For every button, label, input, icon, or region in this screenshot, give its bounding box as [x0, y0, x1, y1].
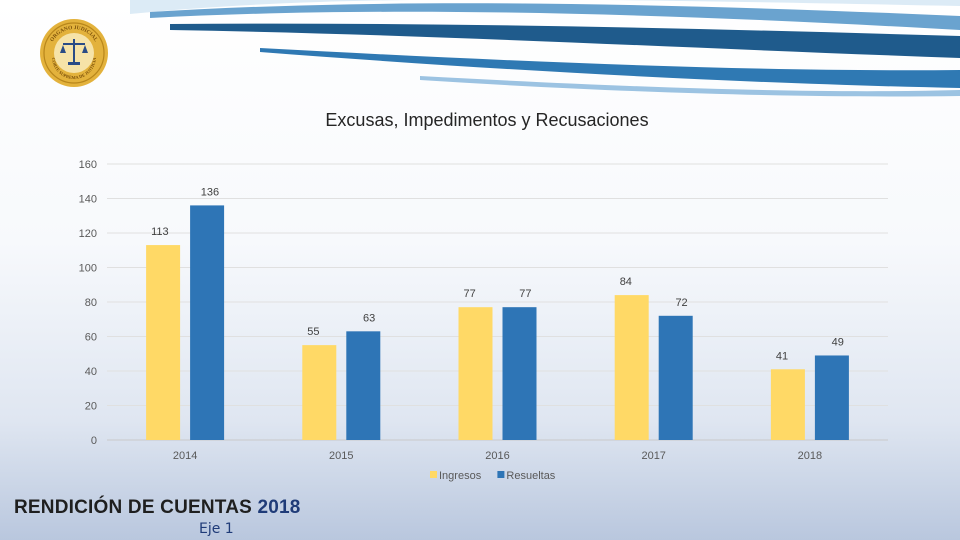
- data-label: 77: [519, 288, 531, 300]
- bar-resueltas-2018: [814, 355, 849, 440]
- bar-ingresos-2014: [146, 245, 181, 440]
- bar-resueltas-2016: [502, 307, 537, 440]
- bar-ingresos-2017: [614, 295, 649, 440]
- court-seal-logo: ORGANO JUDICIAL CORTE SUPREMA DE JUSTICI…: [40, 19, 108, 87]
- bar-ingresos-2016: [458, 307, 493, 440]
- x-tick-label: 2017: [641, 450, 665, 462]
- data-label: 77: [464, 288, 476, 300]
- data-label: 113: [151, 226, 169, 238]
- y-tick-label: 80: [85, 297, 97, 309]
- y-tick-label: 160: [79, 159, 97, 171]
- header-swoosh: [130, 0, 960, 97]
- legend-swatch-ingresos: [430, 471, 437, 478]
- bar-resueltas-2015: [346, 331, 381, 440]
- scales-of-justice-icon: [60, 39, 88, 65]
- y-tick-label: 0: [91, 435, 97, 447]
- y-tick-label: 120: [79, 228, 97, 240]
- footer-title-part1: RENDICIÓN DE CUENTAS: [14, 497, 252, 518]
- legend-label: Resueltas: [506, 470, 555, 482]
- data-label: 41: [776, 350, 788, 362]
- data-label: 55: [307, 326, 319, 338]
- footer-title-year: 2018: [257, 497, 301, 518]
- data-label: 63: [363, 312, 375, 324]
- bar-resueltas-2014: [190, 205, 225, 440]
- y-tick-label: 20: [85, 401, 97, 413]
- legend-swatch-resueltas: [497, 471, 505, 478]
- y-tick-label: 60: [85, 332, 97, 344]
- data-label: 84: [620, 276, 632, 288]
- chart-title: Excusas, Impedimentos y Recusaciones: [325, 110, 648, 130]
- data-label: 72: [675, 297, 687, 309]
- bar-resueltas-2017: [658, 315, 693, 440]
- x-tick-label: 2015: [329, 450, 353, 462]
- footer-title: RENDICIÓN DE CUENTAS 2018: [14, 497, 301, 519]
- data-label: 49: [832, 336, 844, 348]
- x-tick-label: 2018: [798, 450, 822, 462]
- legend-label: Ingresos: [439, 470, 482, 482]
- y-tick-label: 140: [79, 194, 97, 206]
- bar-ingresos-2015: [302, 345, 337, 440]
- bar-ingresos-2018: [770, 369, 805, 440]
- x-tick-label: 2016: [485, 450, 509, 462]
- data-label: 136: [201, 186, 219, 198]
- y-tick-label: 40: [85, 366, 97, 378]
- footer-subtitle: Eje 1: [199, 521, 234, 537]
- x-tick-label: 2014: [173, 450, 197, 462]
- y-tick-label: 100: [79, 263, 97, 275]
